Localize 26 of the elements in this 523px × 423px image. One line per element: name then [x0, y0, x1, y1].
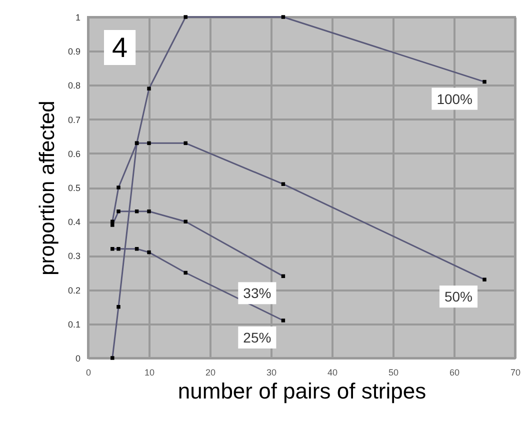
y-tick-label: 0.8 — [68, 80, 80, 91]
x-tick-label: 20 — [205, 368, 216, 378]
series-label: 100% — [436, 90, 472, 107]
y-tick-label: 0.3 — [68, 251, 80, 262]
x-tick-label: 40 — [327, 368, 338, 378]
x-axis-title: number of pairs of stripes — [178, 378, 426, 404]
x-tick-label: 70 — [510, 368, 521, 378]
x-tick-label: 0 — [86, 368, 92, 378]
annotation: 4 — [112, 32, 128, 63]
x-tick-label: 50 — [388, 368, 399, 378]
y-tick-label: 0.4 — [68, 217, 80, 228]
x-tick-label: 60 — [449, 368, 460, 378]
y-tick-label: 0.2 — [68, 285, 80, 296]
y-axis-title: proportion affected — [36, 100, 59, 276]
y-tick-label: 0 — [75, 354, 80, 364]
y-tick-label: 1 — [75, 12, 80, 22]
y-tick-label: 0.7 — [68, 114, 80, 125]
series-label: 50% — [444, 288, 472, 305]
y-tick-label: 0.5 — [68, 183, 80, 193]
x-tick-label: 30 — [266, 368, 277, 378]
x-tick-label: 10 — [144, 368, 155, 378]
series-label: 25% — [243, 329, 272, 346]
y-tick-label: 0.9 — [68, 46, 80, 57]
series-label: 33% — [243, 285, 272, 302]
y-tick-label: 0.1 — [68, 319, 80, 330]
y-tick-label: 0.6 — [68, 148, 80, 159]
